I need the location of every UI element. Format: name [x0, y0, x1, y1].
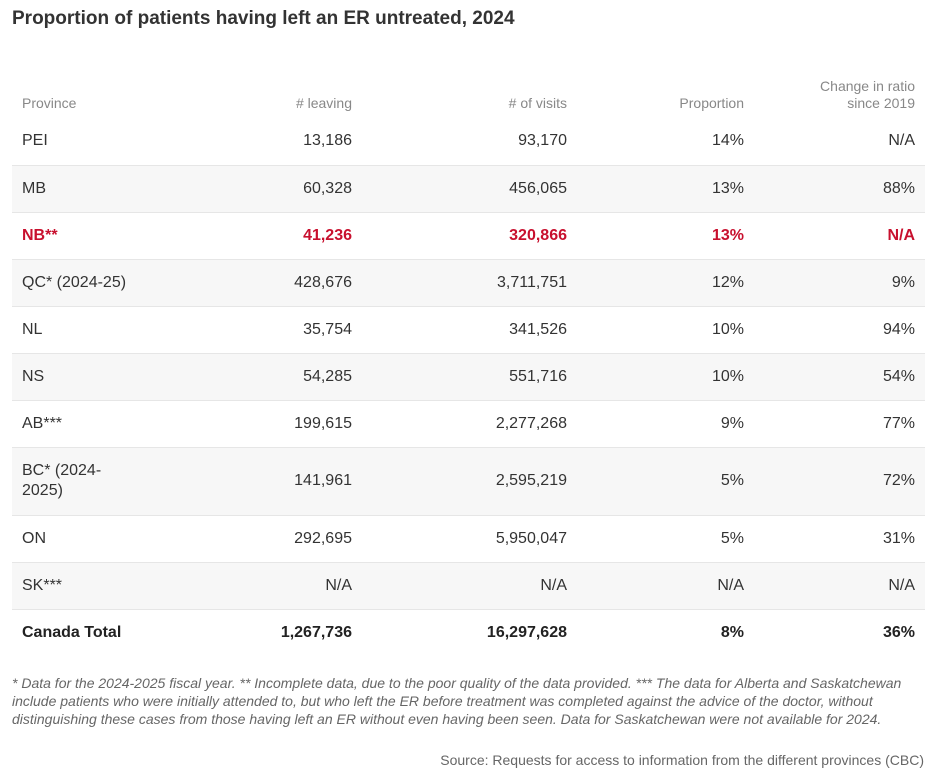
cell-change: 9% — [754, 259, 925, 307]
cell-visits: 341,526 — [362, 306, 577, 354]
table-row: MB 60,328 456,065 13% 88% — [12, 165, 925, 213]
cell-proportion: 13% — [577, 165, 754, 213]
cell-change: 94% — [754, 306, 925, 354]
cell-province: AB*** — [12, 400, 142, 448]
table-row: NB** 41,236 320,866 13% N/A — [12, 212, 925, 260]
cell-visits: 93,170 — [362, 118, 577, 166]
table-row: QC* (2024-25) 428,676 3,711,751 12% 9% — [12, 259, 925, 307]
cell-visits: 5,950,047 — [362, 515, 577, 563]
cell-change: 77% — [754, 400, 925, 448]
header-change: Change in ratio since 2019 — [820, 78, 915, 111]
footnotes: * Data for the 2024-2025 fiscal year. **… — [12, 675, 902, 727]
cell-leaving: N/A — [142, 562, 362, 610]
cell-leaving: 54,285 — [142, 353, 362, 401]
cell-province: SK*** — [12, 562, 142, 610]
cell-proportion: 5% — [577, 447, 754, 516]
total-change: 36% — [882, 624, 915, 642]
cell-visits: 456,065 — [362, 165, 577, 213]
cell-proportion: 12% — [577, 259, 754, 307]
header-leaving: # leaving — [295, 95, 352, 111]
source-note: Source: Requests for access to informati… — [440, 752, 924, 768]
total-leaving: 1,267,736 — [280, 624, 352, 642]
cell-leaving: 428,676 — [142, 259, 362, 307]
cell-change: 54% — [754, 353, 925, 401]
cell-province: ON — [12, 515, 142, 563]
header-visits: # of visits — [508, 95, 567, 111]
table-row: AB*** 199,615 2,277,268 9% 77% — [12, 400, 925, 448]
data-table: Province # leaving # of visits Proportio… — [12, 64, 925, 657]
cell-visits: 2,277,268 — [362, 400, 577, 448]
header-proportion: Proportion — [679, 95, 744, 111]
table-body: PEI 13,186 93,170 14% N/A MB 60,328 456,065 13% 8… — [12, 118, 925, 610]
table-row: PEI 13,186 93,170 14% N/A — [12, 118, 925, 166]
cell-proportion: 14% — [577, 118, 754, 166]
cell-proportion: N/A — [577, 562, 754, 610]
cell-leaving: 292,695 — [142, 515, 362, 563]
cell-leaving: 13,186 — [142, 118, 362, 166]
cell-change: 88% — [754, 165, 925, 213]
cell-visits: 551,716 — [362, 353, 577, 401]
cell-visits: 320,866 — [362, 212, 577, 260]
cell-visits: 2,595,219 — [362, 447, 577, 516]
cell-change: 72% — [754, 447, 925, 516]
cell-province: NL — [12, 306, 142, 354]
cell-province: BC* (2024-2025) — [12, 447, 142, 516]
cell-proportion: 10% — [577, 306, 754, 354]
cell-proportion: 13% — [577, 212, 754, 260]
cell-leaving: 60,328 — [142, 165, 362, 213]
table-row: BC* (2024-2025) 141,961 2,595,219 5% 72% — [12, 447, 925, 516]
table-row: NS 54,285 551,716 10% 54% — [12, 353, 925, 401]
cell-leaving: 35,754 — [142, 306, 362, 354]
cell-proportion: 9% — [577, 400, 754, 448]
cell-change: N/A — [754, 118, 925, 166]
cell-change: N/A — [754, 212, 925, 260]
cell-province: NB** — [12, 212, 142, 260]
cell-proportion: 10% — [577, 353, 754, 401]
cell-leaving: 41,236 — [142, 212, 362, 260]
cell-province: NS — [12, 353, 142, 401]
cell-visits: N/A — [362, 562, 577, 610]
total-province: Canada Total — [22, 624, 122, 642]
cell-change: 31% — [754, 515, 925, 563]
table-row: SK*** N/A N/A N/A N/A — [12, 562, 925, 610]
chart-title: Proportion of patients having left an ER… — [12, 8, 515, 29]
cell-province: PEI — [12, 118, 142, 166]
total-visits: 16,297,628 — [486, 624, 567, 642]
cell-province: QC* (2024-25) — [12, 259, 142, 307]
cell-change: N/A — [754, 562, 925, 610]
total-row: Canada Total 1,267,736 16,297,628 8% 36% — [12, 609, 925, 657]
header-province: Province — [22, 95, 77, 111]
cell-proportion: 5% — [577, 515, 754, 563]
cell-leaving: 199,615 — [142, 400, 362, 448]
table-row: NL 35,754 341,526 10% 94% — [12, 306, 925, 354]
cell-leaving: 141,961 — [142, 447, 362, 516]
header-row: Province # leaving # of visits Proportio… — [12, 64, 925, 118]
table-row: ON 292,695 5,950,047 5% 31% — [12, 515, 925, 563]
cell-province: MB — [12, 165, 142, 213]
total-proportion: 8% — [720, 624, 744, 642]
cell-visits: 3,711,751 — [362, 259, 577, 307]
